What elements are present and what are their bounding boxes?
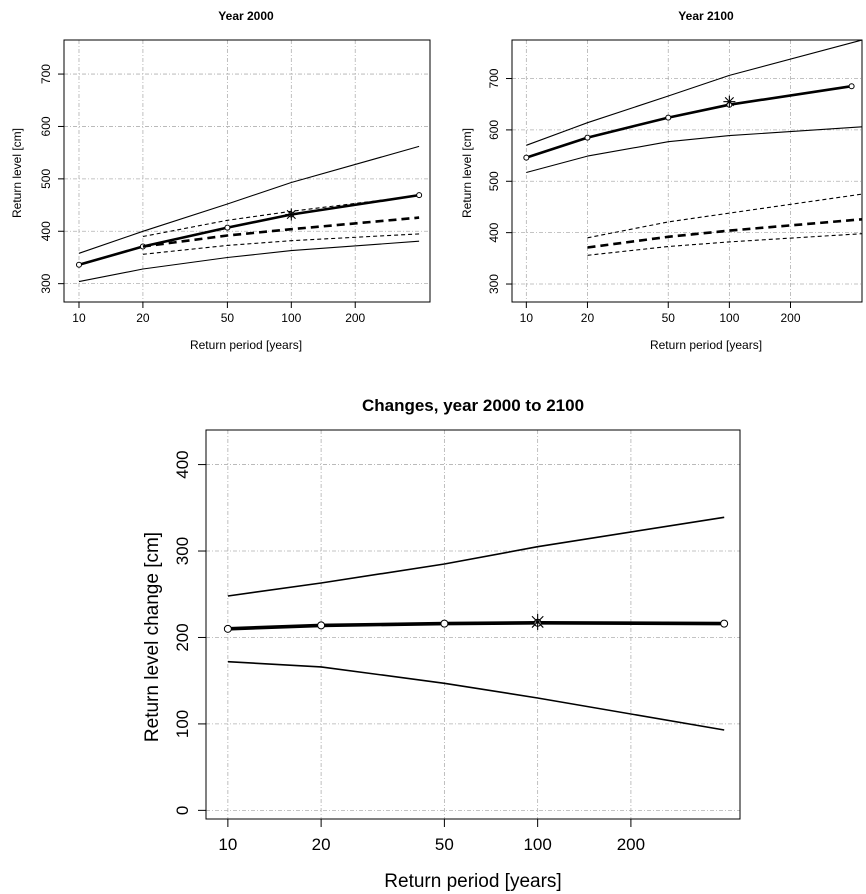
x-tick-label: 200: [345, 311, 365, 325]
x-tick-label: 100: [719, 311, 739, 325]
asterisk-marker: [529, 613, 546, 630]
data-point: [665, 114, 672, 121]
x-tick-label: 10: [520, 311, 534, 325]
series-line-1: [78, 145, 420, 254]
x-tick-label: 20: [312, 835, 331, 854]
y-tick-label: 600: [39, 116, 53, 136]
data-point: [523, 154, 530, 161]
data-point: [440, 619, 449, 628]
data-point: [223, 624, 232, 633]
series-group: [223, 516, 729, 731]
y-tick-label: 300: [173, 537, 192, 565]
x-tick-label: 20: [581, 311, 595, 325]
data-point: [416, 192, 423, 199]
x-tick-label: 100: [281, 311, 301, 325]
series-group: [523, 40, 862, 256]
series-line-2: [227, 660, 725, 731]
panel-title: Year 2100: [678, 9, 734, 23]
x-tick-label: 50: [662, 311, 676, 325]
series-line-1: [227, 516, 725, 597]
series-line-2: [78, 240, 420, 283]
y-tick-label: 600: [487, 120, 501, 140]
data-point: [584, 134, 591, 141]
x-tick-label: 50: [435, 835, 454, 854]
series-line-2: [526, 126, 862, 174]
plot-frame: [511, 39, 863, 303]
plot-area: 10 20 50 100 200 300 400 500 600 700: [487, 39, 863, 325]
asterisk-marker: [723, 95, 736, 108]
y-tick-label: 100: [173, 710, 192, 738]
data-point: [720, 619, 729, 628]
y-tick-label: 300: [39, 273, 53, 293]
data-point: [75, 261, 82, 268]
asterisk-marker: [285, 208, 298, 221]
plot-frame: [205, 429, 741, 820]
y-axis-label: Return level change [cm]: [142, 532, 163, 742]
y-tick-label: 700: [39, 64, 53, 84]
panel-title: Changes, year 2000 to 2100: [362, 396, 584, 415]
data-point: [224, 224, 231, 231]
x-tick-label: 50: [221, 311, 235, 325]
x-tick-label: 10: [72, 311, 86, 325]
x-tick-label: 20: [136, 311, 150, 325]
series-line-5: [142, 233, 420, 255]
series-line-4: [587, 193, 862, 239]
data-point: [317, 621, 326, 630]
plot-frame: [63, 39, 431, 303]
y-axis-label: Return level [cm]: [10, 128, 24, 218]
y-tick-label: 400: [39, 221, 53, 241]
panel-title: Year 2000: [218, 9, 274, 23]
x-tick-label: 200: [780, 311, 800, 325]
y-tick-label: 300: [487, 274, 501, 294]
panel-year-2100: Year 2100 Return period [years] Return l…: [460, 9, 863, 352]
data-point: [848, 83, 855, 90]
panel-year-2000: Year 2000 Return period [years] Return l…: [10, 9, 431, 352]
y-tick-label: 400: [487, 222, 501, 242]
series-line-3: [142, 216, 420, 248]
y-tick-label: 200: [173, 623, 192, 651]
y-tick-label: 700: [487, 68, 501, 88]
x-axis-label: Return period [years]: [650, 338, 762, 352]
panel-changes: Changes, year 2000 to 2100 Return period…: [142, 396, 741, 892]
series-line-4: [142, 195, 420, 238]
x-axis-label: Return period [years]: [190, 338, 302, 352]
series-line-1: [526, 40, 862, 146]
y-axis-label: Return level [cm]: [460, 128, 474, 218]
y-tick-label: 0: [173, 806, 192, 815]
x-axis-label: Return period [years]: [384, 871, 561, 892]
y-tick-label: 500: [39, 169, 53, 189]
plot-area: 10 20 50 100 200 300 400 500 600 700: [39, 39, 431, 325]
x-tick-label: 10: [218, 835, 237, 854]
plot-area: 10 20 50 100 200 0 100 200 300 400: [173, 429, 741, 854]
x-tick-label: 100: [523, 835, 551, 854]
y-tick-label: 400: [173, 450, 192, 478]
y-tick-label: 500: [487, 171, 501, 191]
x-tick-label: 200: [617, 835, 645, 854]
series-line-3: [587, 218, 862, 249]
